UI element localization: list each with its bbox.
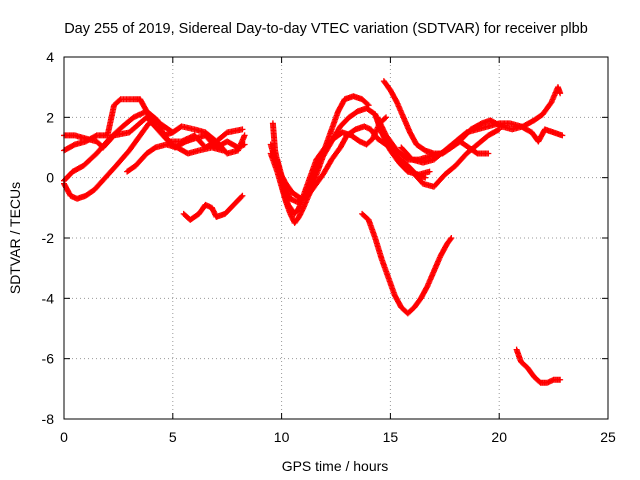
- axis-ticks: 0 5 10 15 20 25 -8 -6 -4 -2 0 2 4: [42, 49, 616, 445]
- y-tick-label: -2: [42, 230, 55, 246]
- y-tick-label: -8: [42, 411, 55, 427]
- data-point-interp: [364, 101, 371, 108]
- data-point: [239, 126, 246, 133]
- y-tick-label: 2: [46, 109, 54, 125]
- data-point: [241, 141, 248, 148]
- y-tick-label: 4: [46, 49, 54, 65]
- y-tick-label: -6: [42, 351, 55, 367]
- data-point: [219, 147, 226, 154]
- series-track-4: [61, 117, 176, 202]
- data-point-interp: [494, 127, 501, 134]
- y-tick-label: 0: [46, 170, 54, 186]
- data-point-interp: [381, 115, 388, 122]
- data-point: [241, 132, 248, 139]
- data-point: [557, 376, 564, 383]
- data-point-interp: [447, 236, 454, 243]
- x-tick-label: 10: [274, 429, 290, 445]
- chart-title: Day 255 of 2019, Sidereal Day-to-day VTE…: [64, 21, 588, 37]
- data-point: [557, 90, 564, 97]
- x-tick-label: 0: [60, 429, 68, 445]
- series-track-5: [124, 141, 226, 175]
- series-track-6: [180, 192, 246, 223]
- y-tick-label: -4: [42, 290, 55, 306]
- data-point: [239, 192, 246, 199]
- data-point: [426, 168, 433, 175]
- data-point: [169, 129, 176, 136]
- data-point-interp: [238, 193, 245, 200]
- x-tick-label: 20: [491, 429, 507, 445]
- x-tick-label: 25: [600, 429, 616, 445]
- data-point-interp: [168, 128, 175, 135]
- data-point: [485, 150, 492, 157]
- y-axis-label: SDTVAR / TECUs: [7, 182, 23, 294]
- series-track-15: [359, 210, 455, 317]
- data-point: [383, 114, 390, 121]
- plot-frame: [63, 56, 609, 420]
- data-point: [559, 132, 566, 139]
- x-tick-label: 15: [383, 429, 399, 445]
- series-track-14: [398, 120, 566, 166]
- series-track-10: [274, 93, 372, 205]
- data-point: [365, 102, 372, 109]
- x-tick-label: 5: [169, 429, 177, 445]
- data-point: [448, 235, 455, 241]
- data-marks: [61, 78, 566, 386]
- series-track-16: [513, 346, 564, 386]
- x-axis-label: GPS time / hours: [282, 458, 389, 474]
